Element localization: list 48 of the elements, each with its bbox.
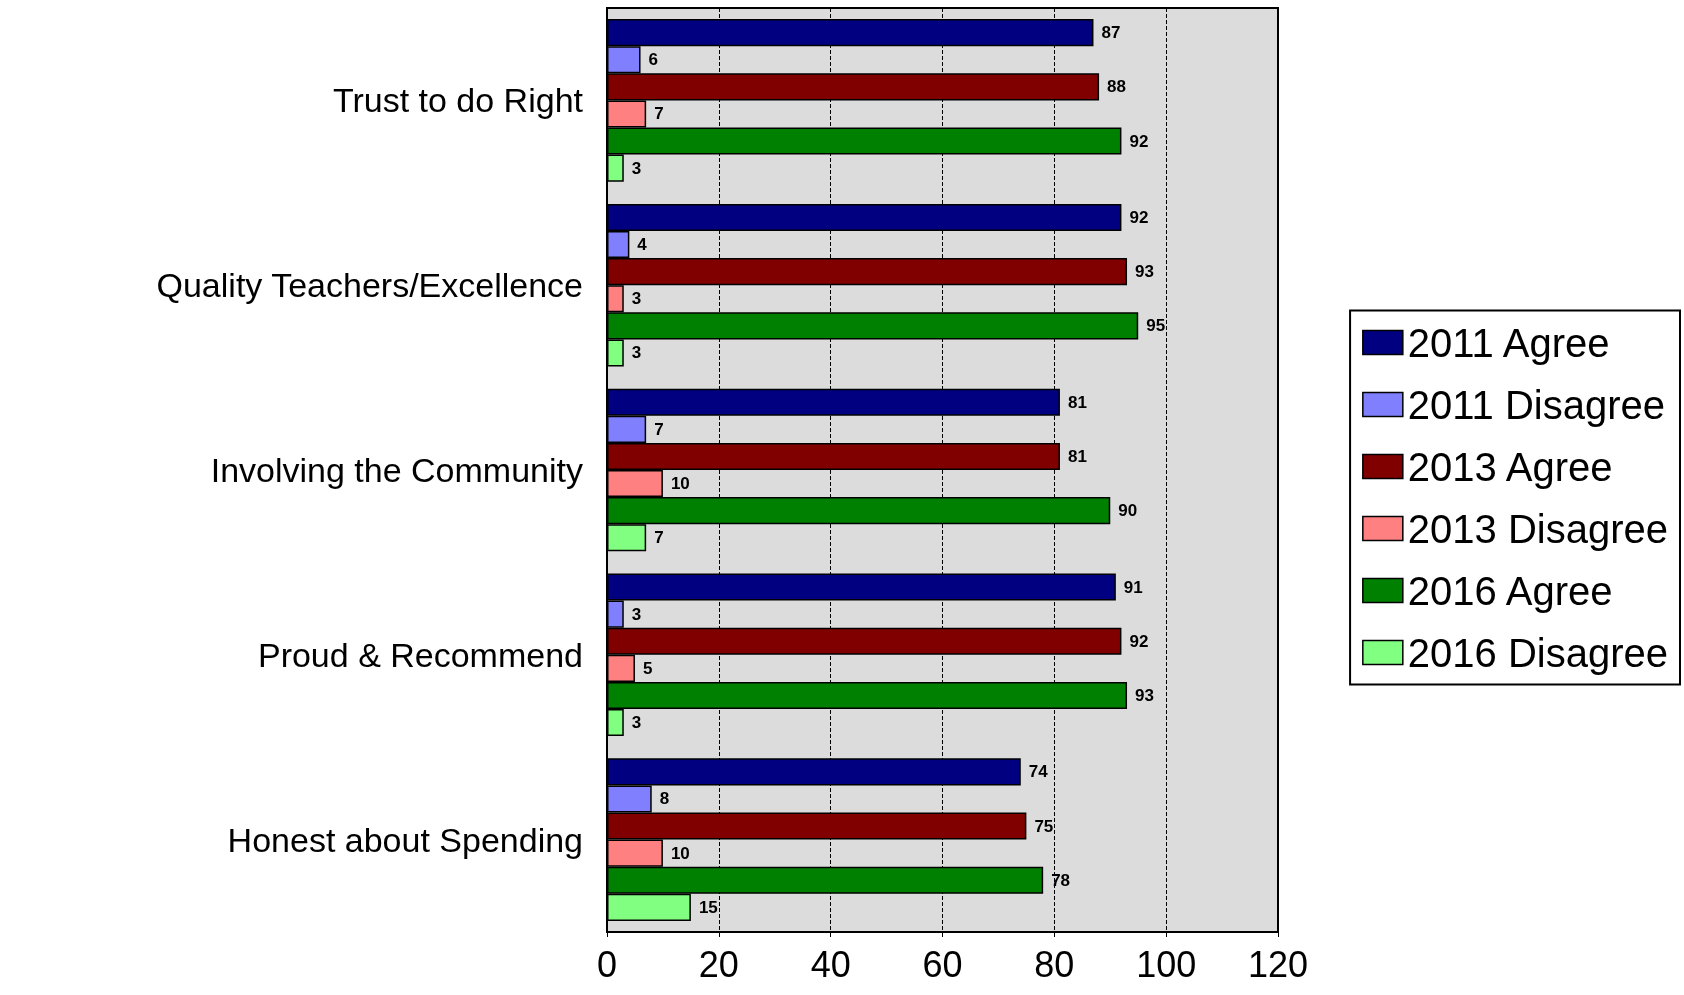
data-label: 6 bbox=[648, 50, 659, 70]
legend-label: 2013 Disagree bbox=[1407, 506, 1669, 551]
data-label: 92 bbox=[1129, 131, 1149, 151]
data-label: 88 bbox=[1107, 77, 1126, 97]
data-label: 87 bbox=[1101, 23, 1121, 43]
data-label: 92 bbox=[1129, 631, 1149, 651]
data-label: 10 bbox=[670, 474, 690, 494]
y-tick-label: Involving the Community bbox=[210, 451, 583, 489]
data-label: 3 bbox=[631, 158, 642, 178]
legend-label: 2016 Disagree bbox=[1407, 630, 1669, 675]
x-tick-label: 20 bbox=[698, 943, 739, 985]
data-label: 3 bbox=[631, 604, 642, 624]
x-tick-label: 100 bbox=[1136, 943, 1197, 985]
y-tick-label: Honest about Spending bbox=[227, 820, 583, 859]
data-label: 74 bbox=[1028, 762, 1049, 782]
data-label: 4 bbox=[637, 235, 648, 255]
x-tick-label: 120 bbox=[1247, 943, 1309, 985]
data-label: 10 bbox=[670, 843, 690, 863]
data-label: 3 bbox=[631, 343, 642, 363]
data-label: 92 bbox=[1129, 207, 1149, 227]
data-label: 8 bbox=[659, 789, 670, 809]
data-label: 78 bbox=[1051, 870, 1071, 890]
data-label: 95 bbox=[1146, 316, 1166, 336]
legend-label: 2011 Disagree bbox=[1407, 382, 1666, 427]
x-tick-label: 60 bbox=[922, 943, 963, 985]
data-label: 81 bbox=[1067, 392, 1087, 412]
data-label: 7 bbox=[654, 419, 664, 439]
data-label: 7 bbox=[654, 528, 664, 548]
x-tick-label: 80 bbox=[1034, 943, 1075, 985]
data-label: 90 bbox=[1118, 501, 1138, 521]
legend-label: 2016 Agree bbox=[1407, 568, 1613, 613]
x-tick-label: 40 bbox=[810, 943, 851, 985]
data-label: 5 bbox=[642, 658, 653, 678]
data-label: 91 bbox=[1123, 577, 1143, 597]
data-label: 81 bbox=[1067, 446, 1087, 466]
data-label: 7 bbox=[654, 104, 664, 124]
data-label: 93 bbox=[1135, 685, 1154, 705]
x-tick-label: 0 bbox=[596, 943, 618, 985]
legend-label: 2011 Agree bbox=[1407, 320, 1610, 365]
y-tick-label: Quality Teachers/Excellence bbox=[156, 266, 583, 305]
data-label: 93 bbox=[1135, 262, 1154, 282]
data-label: 15 bbox=[698, 897, 718, 917]
y-tick-label: Trust to do Right bbox=[332, 81, 584, 120]
legend-label: 2013 Agree bbox=[1407, 444, 1613, 489]
y-tick-label: Proud & Recommend bbox=[257, 635, 583, 674]
data-label: 75 bbox=[1034, 816, 1054, 836]
data-label: 3 bbox=[631, 289, 642, 309]
data-label: 3 bbox=[631, 713, 642, 733]
